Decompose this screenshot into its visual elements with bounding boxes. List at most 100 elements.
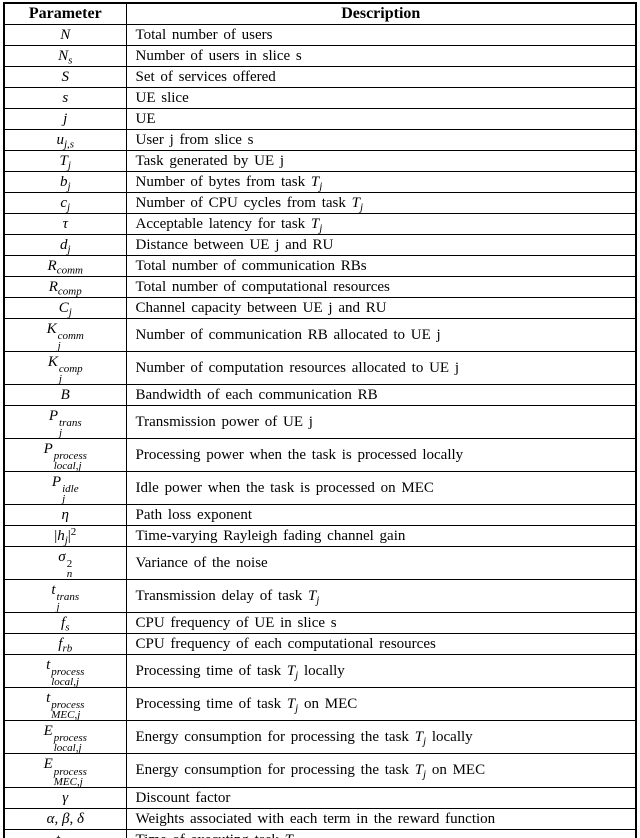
param-cell: t trans j [3, 579, 127, 614]
table-row: Cj Channel capacity between UE j and RU [3, 297, 637, 319]
param-cell: t process local,j [3, 654, 127, 689]
table-row: t trans j Transmission delay of task Tj [3, 579, 637, 614]
table-row: texeTime of executing task Tj [3, 828, 637, 838]
table-row: α, β, δ Weights associated with each term… [3, 807, 637, 830]
desc-cell: Time of executing task Tj [125, 828, 637, 838]
table-row: t process MEC,j Processing time of task Tj … [3, 687, 637, 722]
desc-cell: Number of communication RB allocated to … [125, 317, 637, 353]
param-cell: dj [3, 234, 127, 256]
param-cell: bj [3, 171, 127, 193]
param-cell: Ns [3, 45, 127, 67]
param-cell: γ [3, 786, 127, 809]
table-row: fs CPU frequency of UE in slice s [3, 612, 637, 635]
table-row: Tj Task generated by UE j [3, 150, 637, 172]
desc-cell: Energy consumption for processing the ta… [125, 720, 637, 755]
desc-cell: Time-varying Rayleigh fading channel gai… [125, 525, 637, 548]
table-row: cj Number of CPU cycles from task Tj [3, 192, 637, 214]
desc-cell: Total number of computational resources [125, 276, 637, 298]
table-row: j UE [3, 108, 637, 130]
param-cell: |hj|2 [3, 525, 127, 548]
param-cell: s [3, 87, 127, 109]
col-header-description: Description [125, 2, 637, 25]
param-cell: τ [3, 213, 127, 235]
desc-cell: Set of services offered [125, 66, 637, 88]
desc-cell: Total number of users [125, 24, 637, 46]
desc-cell: Processing power when the task is proces… [125, 438, 637, 473]
desc-cell: Transmission delay of task Tj [125, 579, 637, 614]
table-row: dj Distance between UE j and RU [3, 234, 637, 256]
parameter-table: Parameter Description N Total number of u… [3, 2, 637, 838]
param-cell: B [3, 384, 127, 407]
param-cell: S [3, 66, 127, 88]
desc-cell: Weights associated with each term in the… [125, 807, 637, 830]
table-row: N Total number of users [3, 24, 637, 46]
table-row: uj,s User j from slice s [3, 129, 637, 151]
param-cell: Rcomp [3, 276, 127, 298]
desc-cell: CPU frequency of UE in slice s [125, 612, 637, 635]
table-row: s UE slice [3, 87, 637, 109]
desc-cell: UE [125, 108, 637, 130]
param-cell: Rcomm [3, 255, 127, 277]
table-row: σ 2 n Variance of the noise [3, 546, 637, 581]
param-cell: fs [3, 612, 127, 635]
param-cell: uj,s [3, 129, 127, 151]
param-cell: Cj [3, 297, 127, 319]
desc-cell: Path loss exponent [125, 504, 637, 527]
table-row: Rcomp Total number of computational resou… [3, 276, 637, 298]
desc-cell: Variance of the noise [125, 546, 637, 581]
table-row: γ Discount factor [3, 786, 637, 809]
param-cell: cj [3, 192, 127, 214]
table-row: τ Acceptable latency for task Tj [3, 213, 637, 235]
table-row: η Path loss exponent [3, 504, 637, 527]
param-cell: t process MEC,j [3, 687, 127, 722]
table-header: Parameter Description [3, 2, 637, 25]
col-header-parameter: Parameter [3, 2, 127, 25]
desc-cell: Energy consumption for processing the ta… [125, 753, 637, 788]
desc-cell: Acceptable latency for task Tj [125, 213, 637, 235]
desc-cell: Number of CPU cycles from task Tj [125, 192, 637, 214]
table-row: frb CPU frequency of each computational r… [3, 633, 637, 656]
param-cell: texe [3, 828, 127, 838]
table-row: S Set of services offered [3, 66, 637, 88]
desc-cell: Transmission power of UE j [125, 405, 637, 440]
param-cell: frb [3, 633, 127, 656]
param-cell: Tj [3, 150, 127, 172]
table-row: t process local,j Processing time of task T… [3, 654, 637, 689]
desc-cell: Task generated by UE j [125, 150, 637, 172]
param-table-body: N Total number of users Ns Number of users … [3, 24, 637, 838]
desc-cell: Bandwidth of each communication RB [125, 384, 637, 407]
desc-cell: Processing time of task Tj on MEC [125, 687, 637, 722]
desc-cell: Total number of communication RBs [125, 255, 637, 277]
header-row: Parameter Description [3, 2, 637, 25]
desc-cell: Distance between UE j and RU [125, 234, 637, 256]
table-row: Rcomm Total number of communication RBs [3, 255, 637, 277]
desc-cell: UE slice [125, 87, 637, 109]
param-cell: N [3, 24, 127, 46]
desc-cell: Number of computation resources allocate… [125, 351, 637, 386]
desc-cell: Idle power when the task is processed on… [125, 471, 637, 506]
table-row: |hj|2 Time-varying Rayleigh fading channe… [3, 525, 637, 548]
table-row: Ns Number of users in slice s [3, 45, 637, 67]
desc-cell: User j from slice s [125, 129, 637, 151]
desc-cell: Number of bytes from task Tj [125, 171, 637, 193]
table-row: bj Number of bytes from task Tj [3, 171, 637, 193]
desc-cell: Number of users in slice s [125, 45, 637, 67]
param-cell: j [3, 108, 127, 130]
desc-cell: Channel capacity between UE j and RU [125, 297, 637, 319]
desc-cell: Discount factor [125, 786, 637, 809]
desc-cell: Processing time of task Tj locally [125, 654, 637, 689]
table-row: B Bandwidth of each communication RB [3, 384, 637, 407]
